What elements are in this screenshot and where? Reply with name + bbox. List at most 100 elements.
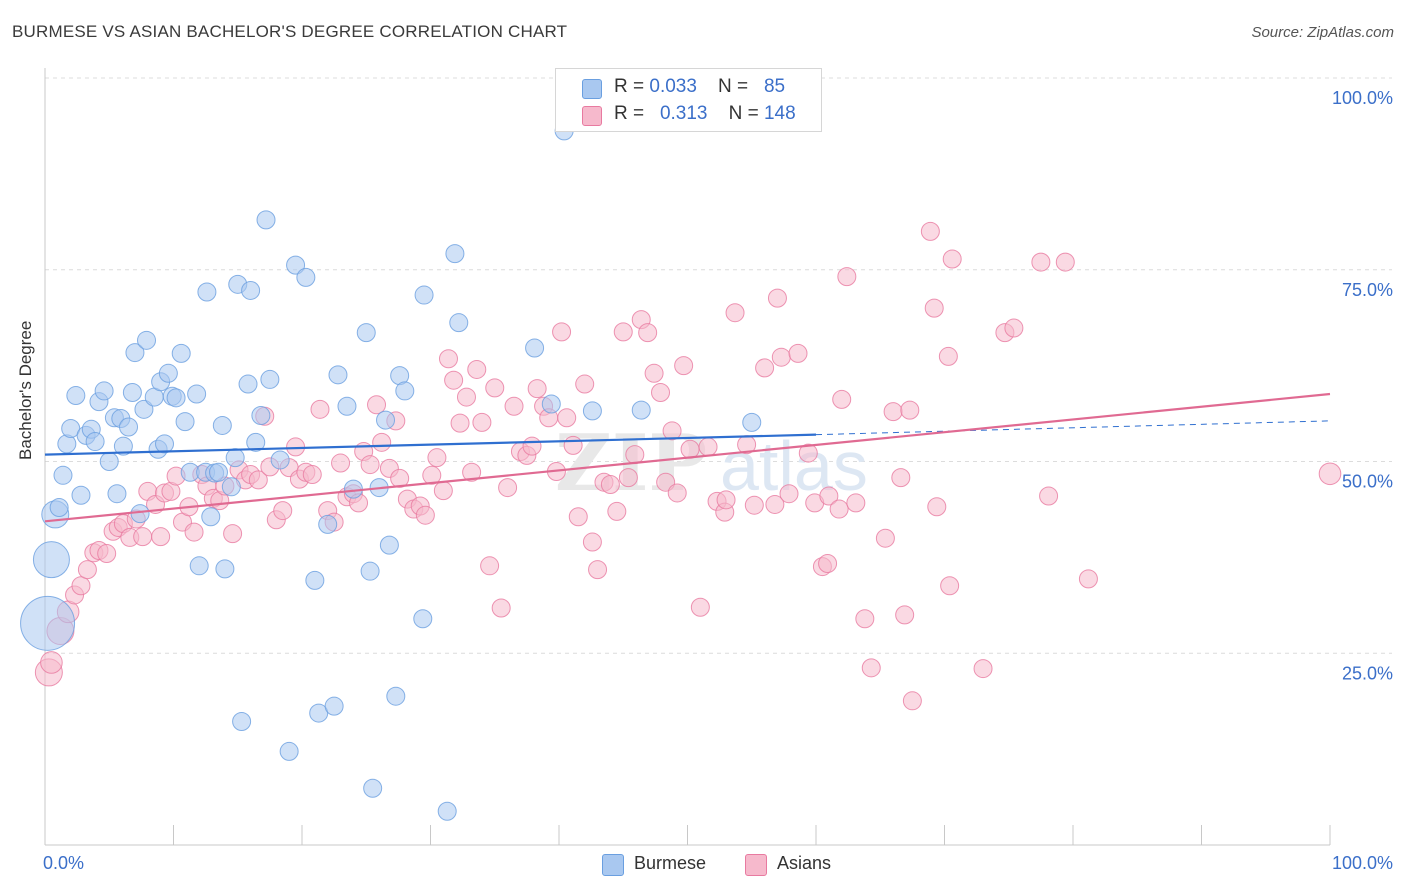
asians-point: [651, 382, 671, 402]
y-tick-label: 100.0%: [1332, 88, 1393, 108]
asians-point: [133, 527, 153, 547]
burmese-point: [270, 450, 290, 470]
asians-point: [1318, 462, 1342, 486]
asians-point: [568, 507, 588, 527]
asians-point: [765, 494, 785, 514]
legend-r-value: 0.313: [659, 103, 708, 124]
burmese-point: [119, 417, 139, 437]
asians-point: [600, 475, 620, 495]
asians-point: [744, 495, 764, 515]
burmese-point: [130, 504, 150, 524]
asians-point: [725, 303, 745, 323]
burmese-point: [256, 210, 276, 230]
burmese-point: [238, 374, 258, 394]
asians-point: [755, 358, 775, 378]
burmese-point: [328, 365, 348, 385]
burmese-point: [386, 686, 406, 706]
asians-point: [855, 609, 875, 629]
asians-point: [1004, 318, 1024, 338]
burmese-point: [197, 282, 217, 302]
burmese-point: [175, 412, 195, 432]
asians-point: [527, 379, 547, 399]
burmese-point: [125, 343, 145, 363]
asians-point: [767, 288, 787, 308]
legend-r-value: 0.033: [649, 76, 697, 97]
asians-point: [367, 395, 387, 415]
burmese-point: [376, 410, 396, 430]
burmese-point: [212, 415, 232, 435]
legend-n-value: 85: [763, 76, 786, 97]
asians-point: [638, 323, 658, 343]
asians-point: [846, 493, 866, 513]
burmese-point: [413, 609, 433, 629]
asians-point: [588, 560, 608, 580]
burmese-point: [379, 535, 399, 555]
burmese-point: [356, 323, 376, 343]
chart-title: BURMESE VS ASIAN BACHELOR'S DEGREE CORRE…: [12, 22, 568, 41]
burmese-point: [137, 330, 157, 350]
asians-point: [613, 322, 633, 342]
asians-point: [438, 349, 458, 369]
y-tick-label: 50.0%: [1342, 472, 1393, 492]
asians-point: [779, 484, 799, 504]
asians-point: [938, 346, 958, 366]
y-tick-label: 75.0%: [1342, 280, 1393, 300]
asians-point: [900, 400, 920, 420]
asians-point: [467, 359, 487, 379]
asians-point: [491, 598, 511, 618]
burmese-point: [360, 561, 380, 581]
asians-point: [71, 576, 91, 596]
asians-point: [690, 597, 710, 617]
asians-point: [829, 499, 849, 519]
asians-point: [472, 412, 492, 432]
asians-point: [427, 448, 447, 468]
burmese-point: [85, 432, 105, 452]
burmese-point: [582, 401, 602, 421]
burmese-point: [155, 434, 175, 454]
asians-point: [1055, 252, 1075, 272]
burmese-point: [221, 477, 241, 497]
burmese-point: [134, 399, 154, 419]
asians-point: [77, 560, 97, 580]
chart-source: Source: ZipAtlas.com: [1251, 24, 1394, 41]
burmese-point: [525, 338, 545, 358]
burmese-point: [113, 436, 133, 456]
asians-point: [618, 468, 638, 488]
burmese-point: [445, 244, 465, 264]
asians-point: [480, 556, 500, 576]
asians-point: [184, 522, 204, 542]
burmese-point: [49, 498, 69, 518]
burmese-point: [279, 741, 299, 761]
burmese-swatch: [582, 79, 602, 99]
asians-point: [716, 490, 736, 510]
asians-point: [456, 387, 476, 407]
burmese-point: [395, 381, 415, 401]
burmese-point: [742, 412, 762, 432]
asians-point: [891, 468, 911, 488]
burmese-point: [99, 452, 119, 471]
asians-point: [832, 389, 852, 409]
asians-point: [498, 478, 518, 498]
asians-point: [557, 408, 577, 428]
legend-n-label: N =: [718, 76, 754, 97]
burmese-point: [171, 343, 191, 363]
burmese-trendline-extension: [815, 420, 1331, 436]
burmese-point: [158, 363, 178, 383]
burmese-point: [20, 595, 76, 651]
x-tick-label: 0.0%: [43, 853, 84, 873]
asians-point: [607, 501, 627, 521]
asians-point: [248, 470, 268, 490]
asians-point: [1031, 252, 1051, 272]
asians-label: Asians: [777, 853, 832, 873]
asians-point: [667, 483, 687, 503]
asians-point: [837, 267, 857, 287]
asians-point: [372, 432, 392, 452]
burmese-point: [225, 448, 245, 468]
burmese-point: [71, 485, 91, 505]
asians-point: [973, 659, 993, 679]
burmese-point: [324, 696, 344, 716]
asians-point: [40, 651, 63, 674]
burmese-point: [94, 381, 114, 401]
legend-r-label: R =: [614, 76, 650, 97]
